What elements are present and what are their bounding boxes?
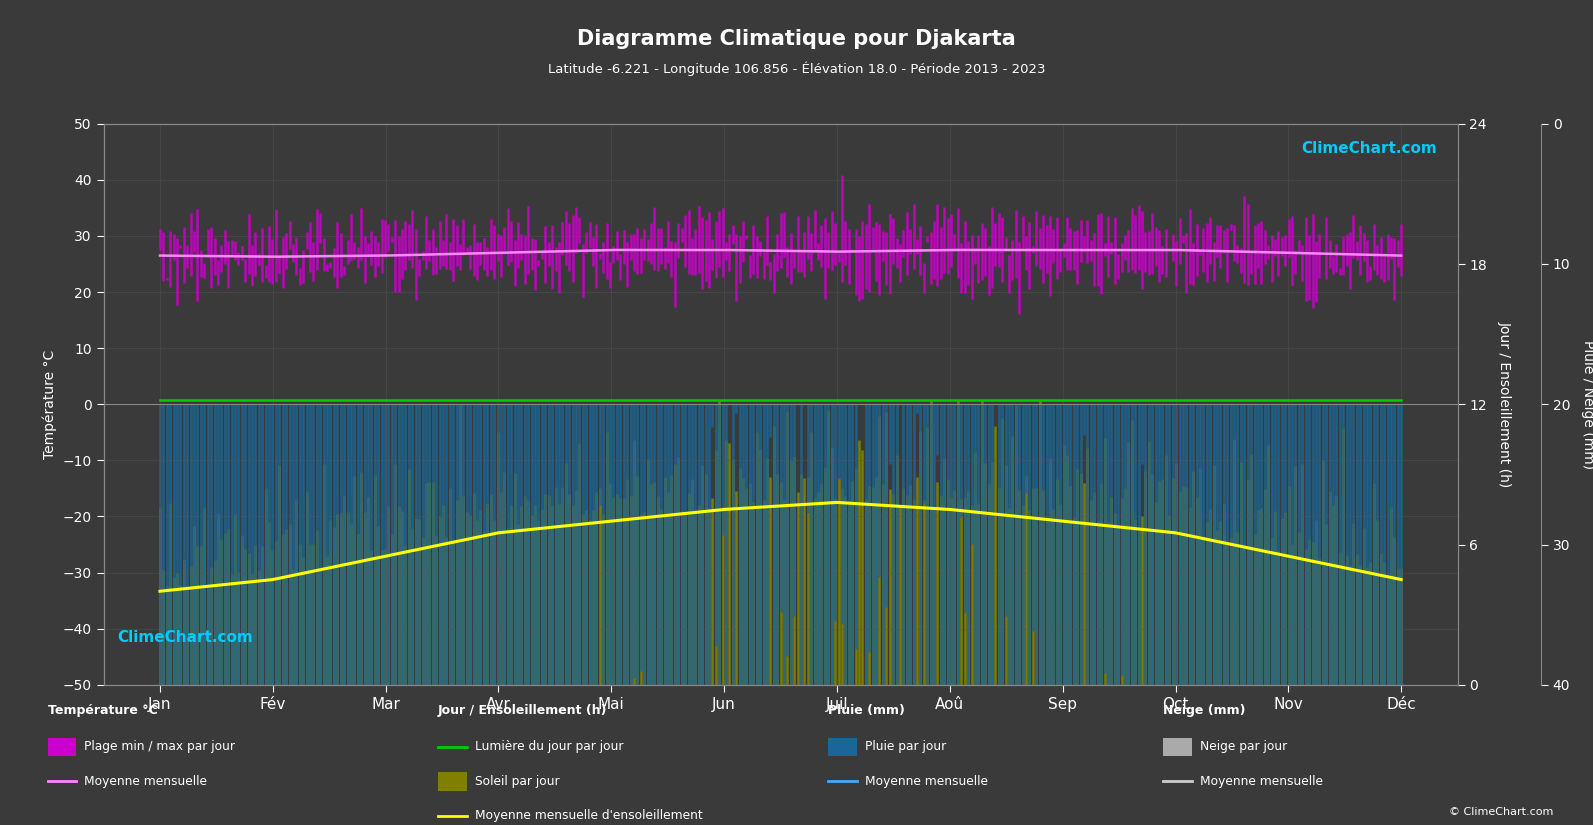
Text: Plage min / max par jour: Plage min / max par jour xyxy=(84,741,236,753)
Text: Moyenne mensuelle: Moyenne mensuelle xyxy=(1200,775,1322,788)
Text: ClimeChart.com: ClimeChart.com xyxy=(1301,140,1437,156)
Text: © ClimeChart.com: © ClimeChart.com xyxy=(1448,807,1553,817)
Text: Jour / Ensoleillement (h): Jour / Ensoleillement (h) xyxy=(438,704,607,717)
Text: Neige par jour: Neige par jour xyxy=(1200,741,1287,753)
Text: Moyenne mensuelle: Moyenne mensuelle xyxy=(865,775,988,788)
Y-axis label: Température °C: Température °C xyxy=(43,350,57,459)
Text: ClimeChart.com: ClimeChart.com xyxy=(118,630,253,645)
Text: Lumière du jour par jour: Lumière du jour par jour xyxy=(475,741,623,753)
Text: Température °C: Température °C xyxy=(48,704,158,717)
Text: Diagramme Climatique pour Djakarta: Diagramme Climatique pour Djakarta xyxy=(577,29,1016,49)
Text: Pluie (mm): Pluie (mm) xyxy=(828,704,905,717)
Text: Latitude -6.221 - Longitude 106.856 - Élévation 18.0 - Période 2013 - 2023: Latitude -6.221 - Longitude 106.856 - Él… xyxy=(548,62,1045,77)
Text: Moyenne mensuelle d'ensoleillement: Moyenne mensuelle d'ensoleillement xyxy=(475,809,703,823)
Y-axis label: Pluie / Neige (mm): Pluie / Neige (mm) xyxy=(1582,340,1593,469)
Text: Neige (mm): Neige (mm) xyxy=(1163,704,1246,717)
Y-axis label: Jour / Ensoleillement (h): Jour / Ensoleillement (h) xyxy=(1497,321,1512,488)
Text: Moyenne mensuelle: Moyenne mensuelle xyxy=(84,775,207,788)
Text: Soleil par jour: Soleil par jour xyxy=(475,775,559,788)
Text: Pluie par jour: Pluie par jour xyxy=(865,741,946,753)
